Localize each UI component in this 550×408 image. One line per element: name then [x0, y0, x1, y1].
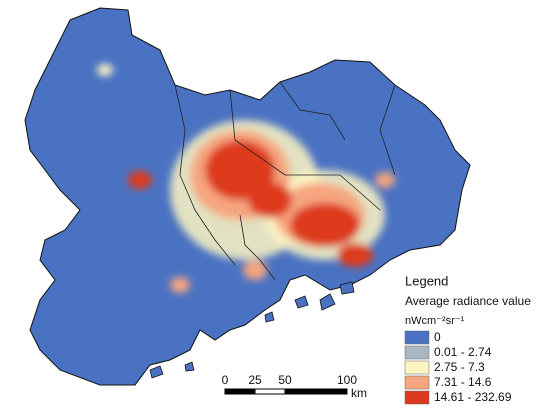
scale-label: 0 — [222, 373, 229, 387]
island — [339, 281, 355, 295]
legend-swatch — [404, 360, 430, 375]
radiance-high — [128, 171, 152, 189]
scale-label: 50 — [278, 373, 292, 387]
island — [319, 293, 336, 311]
island — [184, 361, 195, 372]
scale-label: 25 — [248, 373, 262, 387]
legend-label: 14.61 - 232.69 — [434, 390, 512, 404]
legend-swatch — [404, 390, 430, 405]
radiance-medium — [243, 260, 267, 280]
legend-label: 0.01 - 2.74 — [434, 345, 492, 359]
radiance-halo — [97, 64, 113, 76]
scale-unit: km — [351, 386, 367, 400]
legend-unit: nWcm⁻²sr⁻¹ — [405, 315, 465, 327]
region-map — [24, 7, 471, 386]
radiance-high — [205, 140, 275, 200]
legend-title: Legend — [405, 273, 448, 288]
radiance-hotspots — [97, 64, 395, 293]
scale-label: 100 — [337, 373, 357, 387]
radiance-high — [337, 243, 373, 267]
radiance-medium — [375, 172, 395, 188]
legend-label: 7.31 - 14.6 — [434, 375, 492, 389]
legend-swatch — [404, 375, 430, 390]
district-borders — [174, 81, 396, 281]
radiance-high — [248, 182, 292, 218]
legend-swatch — [404, 345, 430, 360]
legend-label: 0 — [434, 330, 441, 344]
scale-segment — [284, 388, 348, 395]
legend-label: 2.75 - 7.3 — [434, 360, 485, 374]
island — [294, 295, 309, 309]
radiance-high — [290, 203, 360, 247]
legend-subtitle: Average radiance value — [405, 294, 531, 308]
radiance-medium — [170, 277, 190, 293]
legend: 00.01 - 2.742.75 - 7.37.31 - 14.614.61 -… — [404, 330, 512, 405]
scale-segment — [254, 388, 286, 395]
scale-segment — [224, 388, 256, 395]
legend-swatch — [404, 330, 430, 345]
island — [264, 311, 275, 323]
island — [149, 365, 164, 379]
islands — [149, 281, 355, 379]
